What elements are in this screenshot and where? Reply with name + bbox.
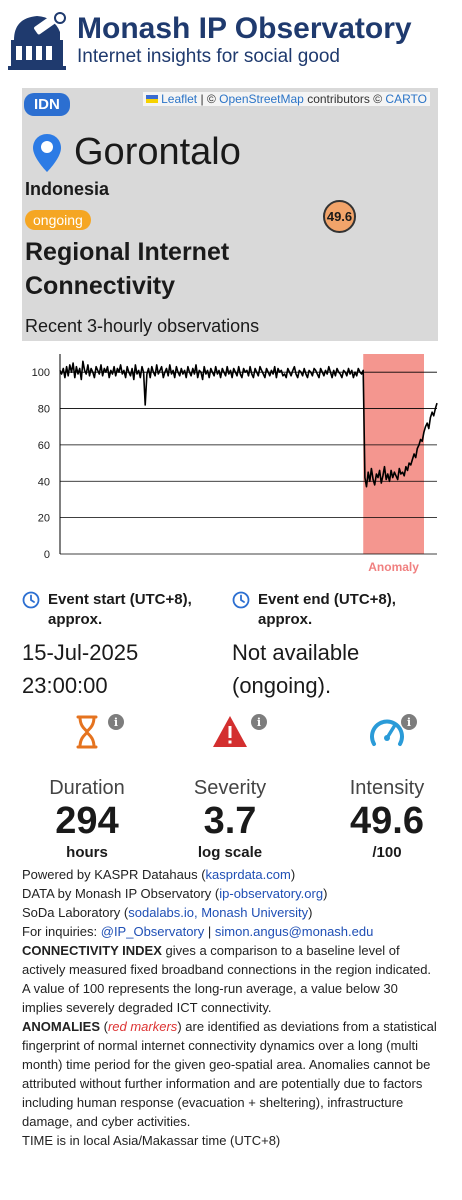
attribution-contributors: contributors © xyxy=(307,92,383,106)
ip-observatory-link[interactable]: ip-observatory.org xyxy=(219,886,324,901)
flag-icon xyxy=(146,95,159,103)
clock-icon xyxy=(22,591,40,609)
series-line xyxy=(59,360,438,488)
soda-close: ) xyxy=(308,905,313,920)
severity-stat: i Severity 3.7 log scale xyxy=(155,712,305,861)
location-pin-icon xyxy=(33,133,61,172)
osm-link[interactable]: OpenStreetMap xyxy=(219,92,304,106)
y-tick-label: 20 xyxy=(38,513,50,525)
soda-text: SoDa Laboratory ( xyxy=(22,905,129,920)
data-by-close: ) xyxy=(323,886,328,901)
connectivity-index-note: CONNECTIVITY INDEX gives a comparison to… xyxy=(22,941,440,1017)
carto-link[interactable]: CARTO xyxy=(385,92,427,106)
y-tick-label: 0 xyxy=(44,549,50,561)
clock-icon xyxy=(232,591,250,609)
intensity-unit: /100 xyxy=(372,844,402,861)
intensity-label: Intensity xyxy=(349,777,425,799)
inquiries-line: For inquiries: @IP_Observatory | simon.a… xyxy=(22,922,440,941)
inquiries-text: For inquiries: xyxy=(22,924,101,939)
brand-subtitle: Internet insights for social good xyxy=(77,46,340,67)
intensity-stat: i Intensity 49.6 /100 xyxy=(312,712,462,861)
connectivity-chart: 0 20 40 60 80 100 Anomaly xyxy=(32,354,438,574)
connectivity-index-text: gives a comparison to a baseline level o… xyxy=(22,943,432,1015)
y-tick-label: 100 xyxy=(32,367,50,379)
attribution-copyright: © xyxy=(206,92,216,106)
powered-by-close: ) xyxy=(290,867,296,882)
leaflet-link[interactable]: Leaflet xyxy=(161,92,198,106)
anomalies-text: ) are identified as deviations from a st… xyxy=(22,1019,437,1129)
sodalabs-link[interactable]: sodalabs.io, Monash University xyxy=(128,905,309,920)
footer-info: Powered by KASPR Datahaus (kasprdata.com… xyxy=(22,865,440,1150)
kaspr-link[interactable]: kasprdata.com xyxy=(205,867,291,882)
connectivity-index-title: CONNECTIVITY INDEX xyxy=(22,943,162,958)
event-start-time: 23:00:00 xyxy=(22,673,108,698)
anomalies-title: ANOMALIES xyxy=(22,1019,100,1034)
duration-unit: hours xyxy=(66,844,108,861)
inquiries-separator: | xyxy=(204,924,215,939)
country-name: Indonesia xyxy=(25,179,110,199)
event-start-label: Event start (UTC+8), approx. xyxy=(48,591,192,628)
map-attribution: Leaflet | © OpenStreetMap contributors ©… xyxy=(143,92,430,106)
metric-subtitle: Recent 3-hourly observations xyxy=(25,316,260,336)
soda-line: SoDa Laboratory (sodalabs.io, Monash Uni… xyxy=(22,903,440,922)
anomaly-label: Anomaly xyxy=(368,560,419,574)
hourglass-icon xyxy=(76,715,98,749)
observatory-logo-icon xyxy=(8,12,66,70)
brand-title: Monash IP Observatory xyxy=(77,12,412,45)
duration-info-icon[interactable]: i xyxy=(108,714,124,730)
duration-value: 294 xyxy=(55,800,119,842)
severity-value: 3.7 xyxy=(203,800,257,842)
attribution-separator: | xyxy=(200,92,204,106)
event-end: Event end (UTC+8), approx. Not available… xyxy=(232,590,442,702)
red-markers-text: red markers xyxy=(107,1019,178,1034)
city-name: Gorontalo xyxy=(74,131,241,173)
gauge-icon xyxy=(370,719,404,746)
severity-unit: log scale xyxy=(197,844,263,861)
email-link[interactable]: simon.angus@monash.edu xyxy=(214,924,374,939)
status-badge: ongoing xyxy=(25,210,91,230)
duration-label: Duration xyxy=(49,777,125,799)
event-end-label: Event end (UTC+8), approx. xyxy=(258,591,396,628)
powered-by-line: Powered by KASPR Datahaus (kasprdata.com… xyxy=(22,865,440,884)
duration-stat: i Duration 294 hours xyxy=(12,712,162,861)
event-end-value-note: (ongoing). xyxy=(232,673,332,698)
intensity-value: 49.6 xyxy=(350,800,424,842)
intensity-info-icon[interactable]: i xyxy=(401,714,417,730)
anomalies-note: ANOMALIES (red markers) are identified a… xyxy=(22,1017,440,1131)
time-note: TIME is in local Asia/Makassar time (UTC… xyxy=(22,1133,281,1148)
y-tick-label: 60 xyxy=(38,440,50,452)
y-tick-label: 80 xyxy=(38,404,50,416)
twitter-link[interactable]: @IP_Observatory xyxy=(100,924,205,939)
y-tick-label: 40 xyxy=(38,476,50,488)
event-start: Event start (UTC+8), approx. 15-Jul-2025… xyxy=(22,590,227,702)
severity-info-icon[interactable]: i xyxy=(251,714,267,730)
metric-title: Regional Internet Connectivity xyxy=(25,238,230,300)
warning-icon xyxy=(213,716,247,747)
anomalies-open: ( xyxy=(100,1019,108,1034)
score-marker[interactable]: 49.6 xyxy=(323,200,356,233)
severity-label: Severity xyxy=(193,777,267,799)
app-header: Monash IP Observatory Internet insights … xyxy=(0,0,462,85)
data-by-line: DATA by Monash IP Observatory (ip-observ… xyxy=(22,884,440,903)
country-code-badge: IDN xyxy=(24,93,70,116)
event-start-date: 15-Jul-2025 xyxy=(22,640,139,665)
powered-by-text: Powered by KASPR Datahaus ( xyxy=(22,867,206,882)
location-row: Gorontalo xyxy=(32,131,241,174)
map-card[interactable]: Leaflet | © OpenStreetMap contributors ©… xyxy=(22,88,438,341)
data-by-text: DATA by Monash IP Observatory ( xyxy=(22,886,220,901)
event-end-value: Not available xyxy=(232,640,360,665)
